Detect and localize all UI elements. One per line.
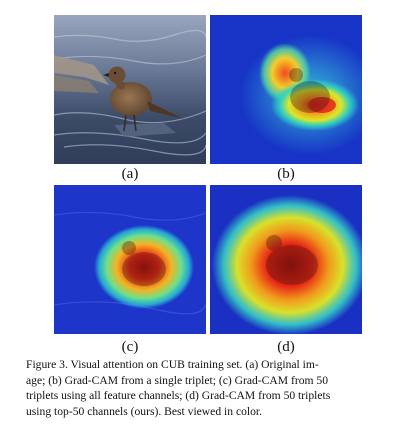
bird-head: [108, 66, 126, 84]
panel-b-label: (b): [277, 166, 295, 182]
caption-line: Figure 3. Visual attention on CUB traini…: [26, 358, 319, 371]
bird-body: [110, 82, 152, 116]
bird-photo: [54, 15, 206, 164]
gradcam-top50-channels: [210, 185, 362, 334]
heatmap-d: [210, 185, 362, 334]
caption-line: triplets using all feature channels; (d)…: [26, 389, 331, 402]
original-image: [54, 15, 206, 164]
heatmap-c: [54, 185, 206, 334]
gradcam-all-channels: [54, 185, 206, 334]
panel-c-label: (c): [121, 339, 139, 355]
panel-d-label: (d): [277, 339, 295, 355]
bird-tail: [147, 101, 184, 119]
figure-caption: Figure 3. Visual attention on CUB traini…: [26, 357, 382, 419]
caption-line: using top-50 channels (ours). Best viewe…: [26, 404, 263, 418]
heatmap-b: [210, 15, 362, 164]
caption-line: age; (b) Grad-CAM from a single triplet;…: [26, 373, 328, 387]
gradcam-single-triplet: [210, 15, 362, 164]
panel-a-label: (a): [121, 166, 139, 182]
